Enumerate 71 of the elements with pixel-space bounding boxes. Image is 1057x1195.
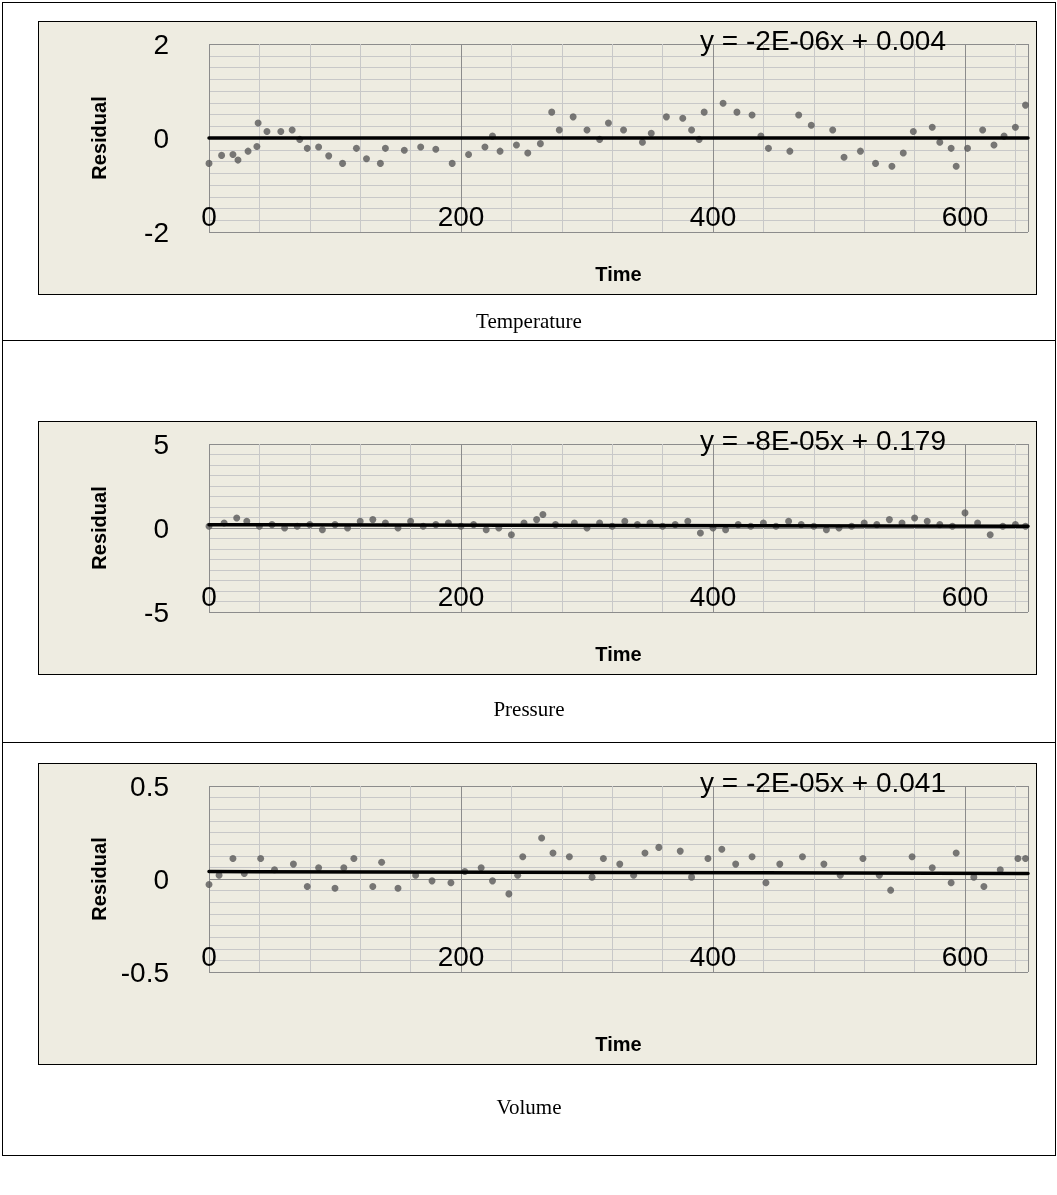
y-axis-title: Residual — [88, 486, 110, 570]
y-axis-title: Residual — [88, 96, 110, 180]
point — [859, 855, 867, 863]
point — [616, 860, 624, 868]
point — [350, 855, 358, 863]
y-tick-label: 5 — [153, 428, 169, 460]
point — [776, 860, 784, 868]
point — [676, 847, 684, 855]
point — [947, 879, 955, 887]
point — [447, 879, 455, 887]
point — [1014, 855, 1022, 863]
point — [928, 864, 936, 872]
x-tick-label: 400 — [689, 940, 737, 972]
y-tick-label: 0 — [153, 863, 169, 895]
x-axis-title: Time — [595, 263, 642, 285]
point — [798, 853, 806, 861]
text: Pressure — [492, 697, 566, 722]
point — [908, 853, 916, 861]
x-tick-label: 400 — [689, 580, 737, 612]
point — [394, 884, 402, 892]
point — [980, 882, 988, 890]
point — [257, 855, 265, 863]
y-tick-label: 0 — [153, 122, 169, 154]
annotation: y = -2E-05x + 0.041 — [700, 766, 947, 798]
x-tick-label: 600 — [941, 200, 989, 232]
point — [229, 855, 237, 863]
point — [205, 881, 213, 889]
point — [331, 884, 339, 892]
y-tick-label: -2 — [144, 216, 169, 248]
y-tick-label: -0.5 — [120, 956, 169, 988]
x-axis-title: Time — [595, 643, 642, 665]
x-tick-label: 0 — [201, 580, 217, 612]
point — [489, 877, 496, 885]
x-tick-label: 200 — [437, 200, 485, 232]
point — [519, 853, 527, 861]
x-tick-label: 200 — [437, 940, 485, 972]
point — [704, 855, 712, 863]
point — [748, 853, 756, 861]
point — [718, 845, 726, 853]
point — [688, 873, 696, 881]
point — [820, 860, 828, 868]
text: Volume — [495, 1095, 563, 1120]
point — [1021, 855, 1029, 863]
x-tick-label: 0 — [201, 200, 217, 232]
point — [599, 855, 607, 863]
point — [369, 882, 377, 890]
point — [952, 849, 960, 857]
x-axis-title: Time — [595, 1033, 642, 1055]
point — [655, 843, 663, 851]
point — [505, 890, 513, 898]
point — [538, 834, 546, 842]
x-tick-label: 200 — [437, 580, 485, 612]
annotation: y = -8E-05x + 0.179 — [700, 424, 947, 456]
point — [887, 886, 895, 894]
point — [378, 858, 386, 866]
point — [565, 853, 573, 861]
x-tick-label: 600 — [941, 940, 989, 972]
point — [732, 860, 740, 868]
point — [303, 882, 311, 890]
y-tick-label: 0 — [153, 512, 169, 544]
x-tick-label: 600 — [941, 580, 989, 612]
x-tick-label: 0 — [201, 940, 217, 972]
text: Temperature — [475, 309, 583, 334]
point — [289, 860, 297, 868]
y-tick-label: 0.5 — [130, 770, 169, 802]
point — [762, 879, 770, 887]
y-tick-label: 2 — [153, 28, 169, 60]
annotation: y = -2E-06x + 0.004 — [700, 24, 947, 56]
x-tick-label: 400 — [689, 200, 737, 232]
y-axis-title: Residual — [88, 837, 110, 921]
y-tick-label: -5 — [144, 596, 169, 628]
